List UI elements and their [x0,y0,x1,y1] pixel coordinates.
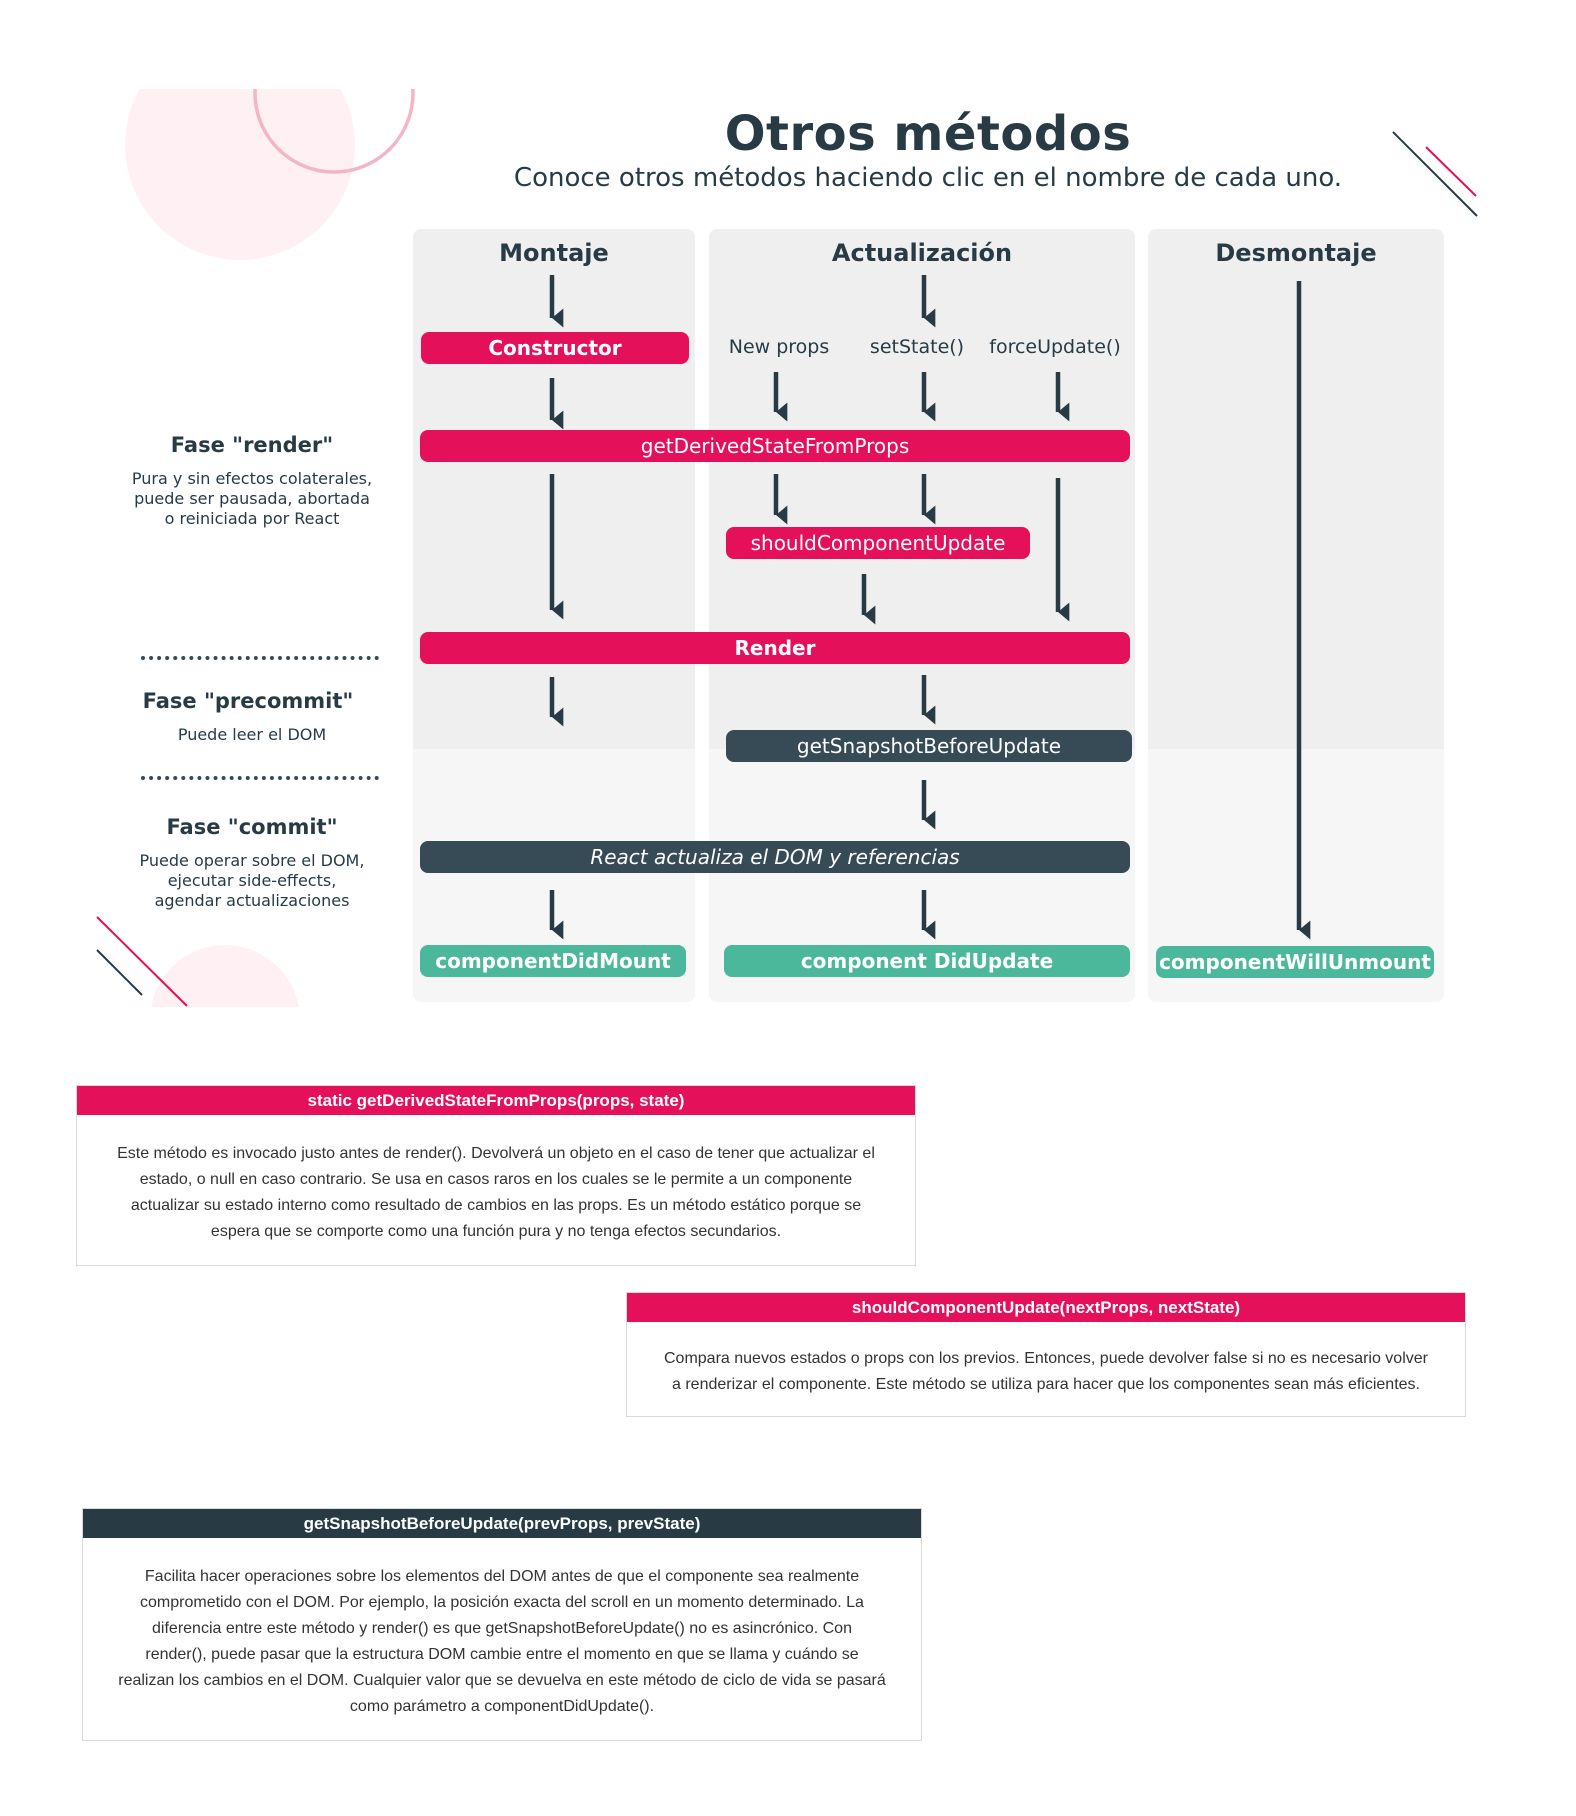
card-line: como parámetro a componentDidUpdate(). [349,1698,655,1715]
phase-divider [141,776,379,780]
method-render[interactable]: Render [420,632,1130,664]
phase-precommit-desc: Puede leer el DOM [177,725,327,744]
column-title-mount: Montaje [499,239,609,267]
card-title: getSnapshotBeforeUpdate(prevProps, prevS… [83,1509,921,1538]
card-title: shouldComponentUpdate(nextProps, nextSta… [627,1293,1465,1322]
method-componentDidUpdate[interactable]: component DidUpdate [724,945,1130,977]
decor-line [96,949,143,996]
phase-render-desc-2: puede ser pausada, abortada [134,489,370,508]
card-shouldComponentUpdate: shouldComponentUpdate(nextProps, nextSta… [626,1292,1466,1417]
decor-blob-bottom [151,945,299,1007]
card-line: comprometido con el DOM. Por ejemplo, la… [140,1594,864,1611]
react-updates-dom: React actualiza el DOM y referencias [420,841,1130,873]
phase-commit-title: Fase "commit" [166,815,338,839]
card-body: Facilita hacer operaciones sobre los ele… [83,1538,921,1740]
card-line: a renderizar el componente. Este método … [672,1376,1420,1393]
card-getSnapshotBeforeUpdate: getSnapshotBeforeUpdate(prevProps, prevS… [82,1508,922,1741]
card-line: espera que se comporte como una función … [210,1223,782,1240]
phase-render-title: Fase "render" [170,433,334,457]
card-title: static getDerivedStateFromProps(props, s… [77,1086,915,1115]
trigger-set-state: setState() [869,336,965,358]
phase-commit-desc-1: Puede operar sobre el DOM, [139,851,365,870]
trigger-force-update: forceUpdate() [989,336,1121,358]
phase-commit-desc-3: agendar actualizaciones [154,891,350,910]
method-constructor[interactable]: Constructor [421,332,689,364]
method-componentDidMount[interactable]: componentDidMount [420,945,686,977]
column-title-unmount: Desmontaje [1215,239,1377,267]
column-title-update: Actualización [831,239,1013,267]
card-line: Facilita hacer operaciones sobre los ele… [144,1568,860,1585]
decor-ring-top [253,89,415,174]
card-getDerivedStateFromProps: static getDerivedStateFromProps(props, s… [76,1085,916,1266]
decor-line [96,916,188,1007]
card-line: Este método es invocado justo antes de r… [117,1145,875,1162]
method-getDerivedStateFromProps[interactable]: getDerivedStateFromProps [420,430,1130,462]
phase-render-desc-1: Pura y sin efectos colaterales, [131,469,373,488]
method-getSnapshotBeforeUpdate[interactable]: getSnapshotBeforeUpdate [726,730,1132,762]
card-line: diferencia entre este método y render() … [152,1620,852,1637]
card-line: render(), puede pasar que la estructura … [145,1646,859,1663]
phase-divider [141,656,379,660]
page-subtitle: Conoce otros métodos haciendo clic en el… [513,163,1343,193]
phase-commit-desc-2: ejecutar side-effects, [167,871,337,890]
card-body: Compara nuevos estados o props con los p… [627,1322,1465,1416]
phase-render-desc-3: o reiniciada por React [164,509,340,528]
card-line: Compara nuevos estados o props con los p… [664,1350,1428,1367]
card-line: estado, o null en caso contrario. Se usa… [139,1171,853,1188]
decor-line [1392,131,1478,217]
method-shouldComponentUpdate[interactable]: shouldComponentUpdate [726,527,1030,559]
decor-blob-top [125,89,355,260]
decor-line [1425,146,1477,197]
method-componentWillUnmount[interactable]: componentWillUnmount [1156,946,1434,978]
card-body: Este método es invocado justo antes de r… [77,1115,915,1265]
card-line: actualizar su estado interno como result… [130,1197,862,1214]
trigger-new-props: New props [728,336,830,358]
phase-precommit-title: Fase "precommit" [142,689,354,713]
card-line: realizan los cambios en el DOM. Cualquie… [118,1672,886,1689]
page-title: Otros métodos [724,106,1132,162]
